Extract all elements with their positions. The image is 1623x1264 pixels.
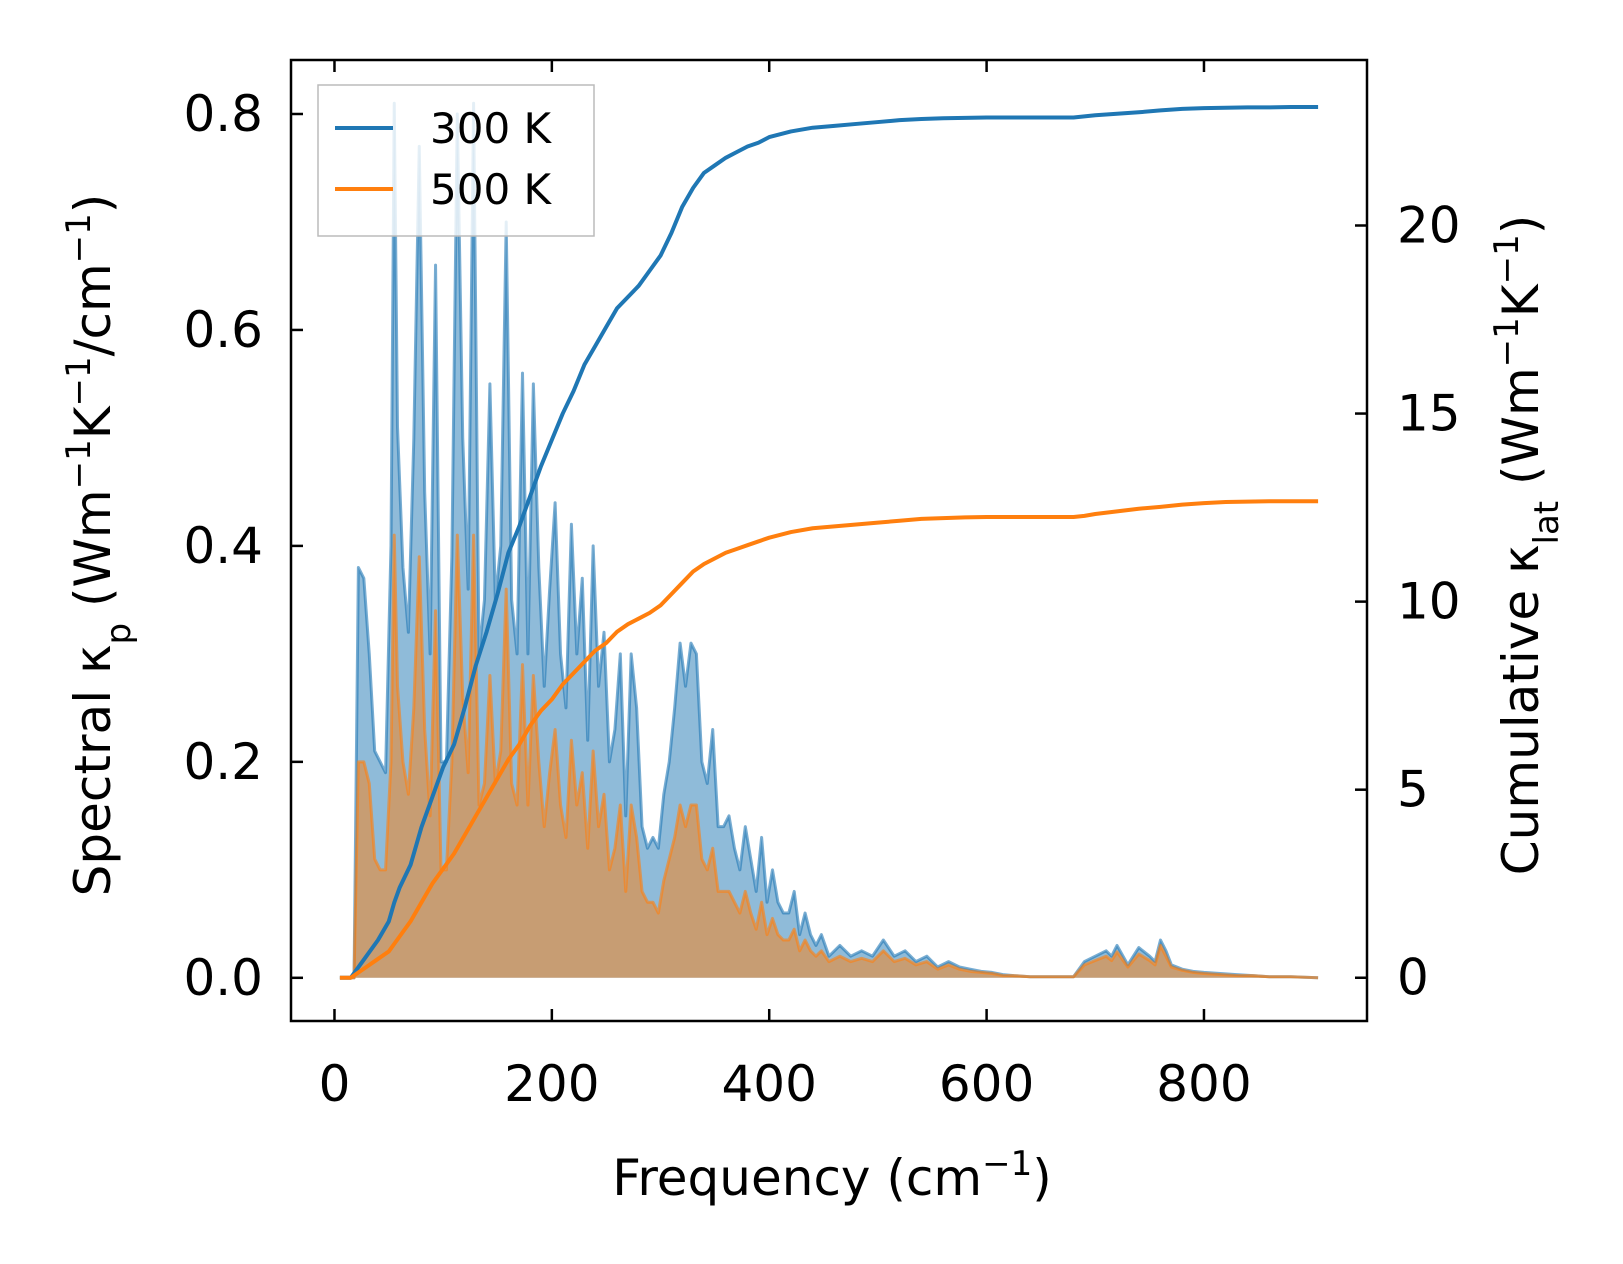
- x-axis-label: Frequency (cm−1): [612, 1144, 1052, 1207]
- left-y-label-sub: p: [99, 623, 139, 645]
- right-y-label-sup1: −1: [1487, 317, 1527, 367]
- left-y-tick-label: 0.8: [183, 85, 263, 143]
- left-y-tick-label: 0.6: [183, 301, 263, 359]
- x-tick-label: 200: [504, 1055, 599, 1113]
- legend: 300 K 500 K: [317, 84, 595, 237]
- left-y-label-close: ): [64, 194, 122, 214]
- x-tick-label: 400: [722, 1055, 817, 1113]
- spectral-line-500k: [339, 533, 1319, 980]
- x-tick-label: 600: [939, 1055, 1034, 1113]
- right-y-label-close: ): [1492, 215, 1550, 235]
- left-y-axis-ticks: 0.0 0.2 0.4 0.6 0.8: [183, 85, 303, 1007]
- right-y-tick-label: 20: [1397, 196, 1461, 254]
- left-y-tick-label: 0.2: [183, 733, 263, 791]
- right-y-axis-label: Cumulative κlat (Wm−1K−1): [1487, 215, 1567, 875]
- cumulative-lines: [339, 105, 1319, 980]
- left-y-label-units: (Wm: [64, 489, 122, 623]
- right-y-tick-label: 0: [1397, 949, 1429, 1007]
- left-y-label-k: K: [64, 405, 122, 439]
- x-tick-label: 0: [319, 1055, 351, 1113]
- right-y-label-sub: lat: [1527, 501, 1567, 545]
- legend-label-500k: 500 K: [430, 165, 553, 214]
- legend-box: [317, 84, 595, 237]
- left-y-label-sup2: −1: [59, 356, 99, 406]
- x-axis-label-tail: ): [1032, 1149, 1052, 1207]
- left-y-label-sup1: −1: [59, 439, 99, 489]
- left-y-label-sup3: −1: [59, 213, 99, 263]
- left-y-tick-label: 0.4: [183, 517, 263, 575]
- cumulative-line-300k: [339, 105, 1319, 980]
- right-y-tick-label: 10: [1397, 573, 1461, 631]
- spectral-area-300k: [339, 103, 1319, 978]
- spectral-areas: [339, 101, 1319, 980]
- x-axis-ticks: 0 200 400 600 800: [319, 60, 1252, 1113]
- right-y-label-sup2: −1: [1487, 234, 1527, 284]
- right-y-tick-label: 5: [1397, 761, 1429, 819]
- right-y-axis-ticks: 0 5 10 15 20: [1355, 196, 1461, 1007]
- right-y-label-units: (Wm: [1492, 367, 1550, 501]
- left-y-label-tail: /cm: [64, 263, 122, 356]
- spectral-area-500k: [339, 535, 1319, 978]
- right-y-tick-label: 15: [1397, 385, 1461, 443]
- left-y-axis-label: Spectral κp (Wm−1K−1/cm−1): [59, 194, 139, 897]
- legend-label-300k: 300 K: [430, 104, 553, 153]
- plot-frame: [289, 58, 1369, 1023]
- right-y-label-main: Cumulative κ: [1492, 544, 1550, 875]
- left-y-tick-label: 0.0: [183, 949, 263, 1007]
- right-y-label-k: K: [1492, 283, 1550, 317]
- x-axis-label-main: Frequency (cm: [612, 1149, 982, 1207]
- x-tick-label: 800: [1156, 1055, 1251, 1113]
- x-axis-label-sup: −1: [982, 1144, 1032, 1184]
- cumulative-line-500k: [339, 499, 1319, 980]
- left-y-label-main: Spectral κ: [64, 645, 122, 897]
